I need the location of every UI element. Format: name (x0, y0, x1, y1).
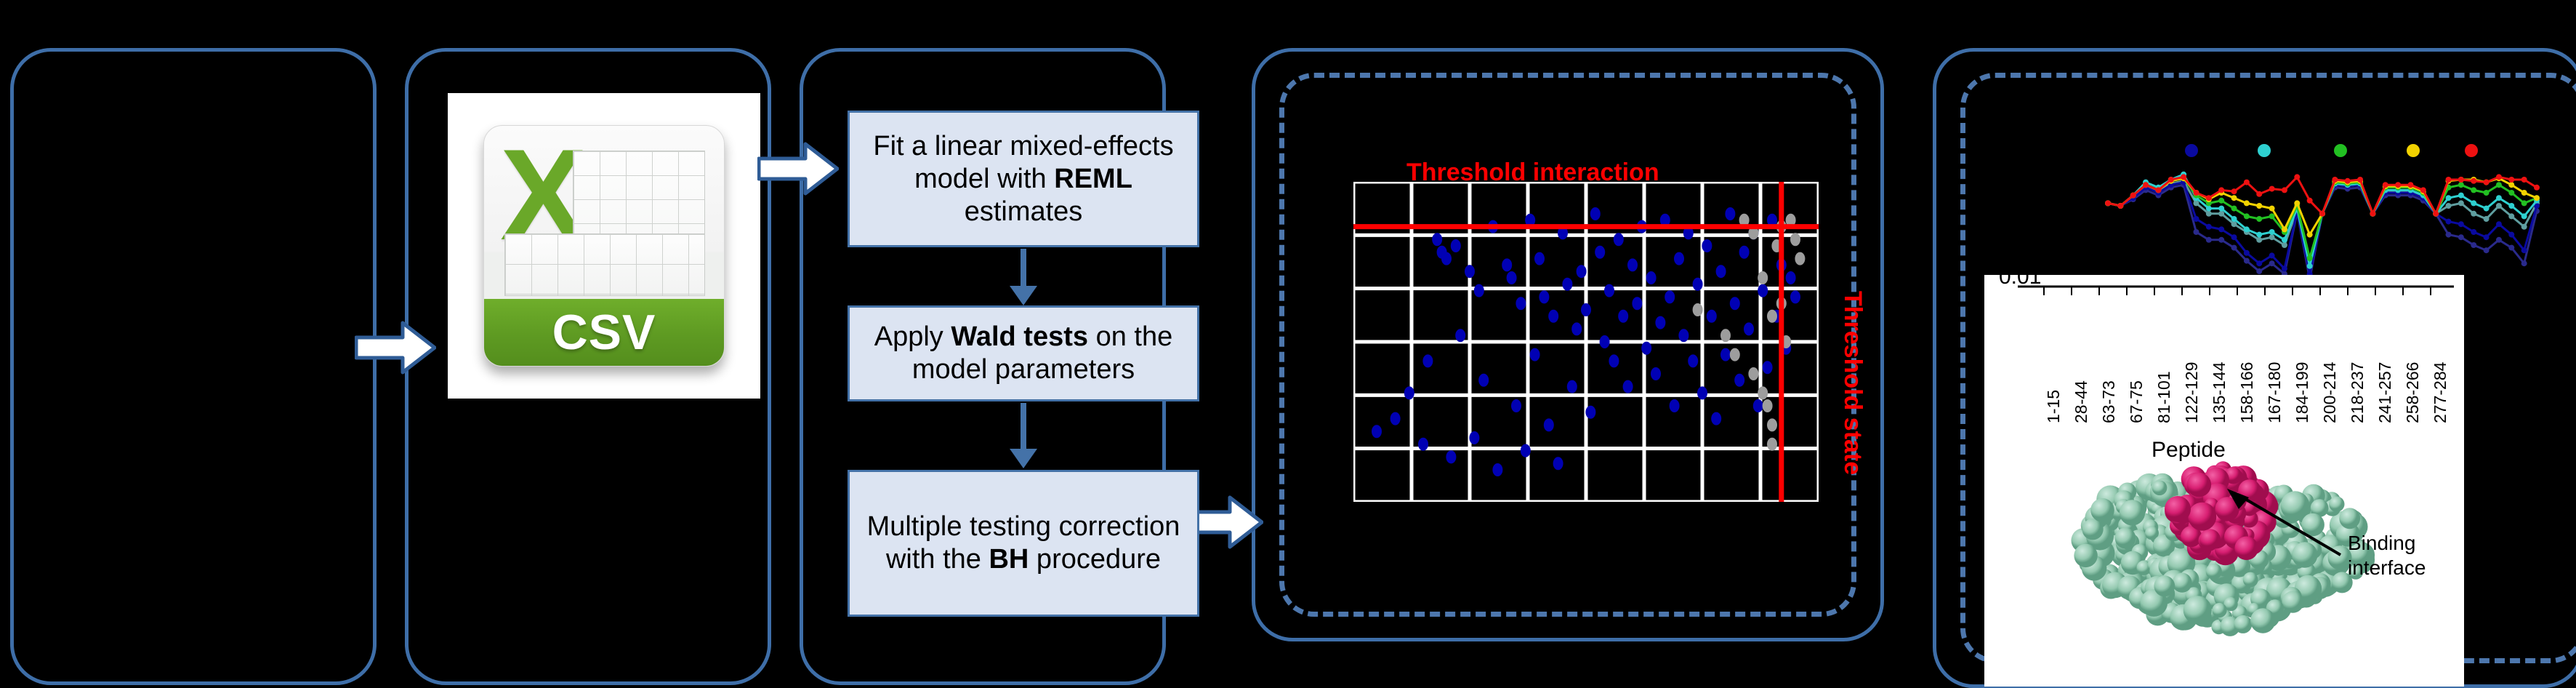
csv-badge: X CSV (483, 125, 725, 367)
results-panel (1252, 48, 1884, 641)
peptide-tick-label: 241-257 (2375, 361, 2394, 423)
peptide-tick-label: 158-166 (2237, 361, 2256, 423)
peptide-tick-label: 218-237 (2348, 361, 2367, 423)
peptide-axis-title: Peptide (2152, 438, 2226, 462)
threshold-state-label: Threshold state (1839, 291, 1867, 476)
binding-interface-line-1: Binding (2348, 532, 2416, 554)
csv-label: CSV (552, 305, 656, 360)
csv-file-icon: X CSV (448, 93, 760, 399)
csv-footer-band: CSV (484, 299, 724, 366)
peptide-axis-area: 0.01 1-15 28-44 63-73 67-75 81-101 122-129 135… (1984, 265, 2464, 687)
peptide-tick-label: 28-44 (2072, 380, 2090, 423)
spreadsheet-grid-bottom (504, 233, 705, 296)
results-panel-inner-border (1279, 73, 1856, 617)
peptide-tick-label: 277-284 (2431, 361, 2450, 423)
peptide-tick-label: 1-15 (2044, 389, 2063, 423)
arrow-csv-to-stats (757, 140, 840, 201)
peptide-tick-label: 122-129 (2182, 361, 2201, 423)
peptide-tick-label: 258-266 (2403, 361, 2422, 423)
peptide-tick-label: 135-144 (2210, 361, 2229, 423)
step-2-text: Apply Wald tests on the model parameters (874, 321, 1173, 385)
peptide-tick-label: 184-199 (2293, 361, 2311, 423)
binding-interface-line-2: interface (2348, 556, 2426, 579)
peptide-tick-label: 81-101 (2154, 371, 2173, 423)
binding-interface-arrow (2227, 489, 2342, 556)
step-box-multiple-testing[interactable]: Multiple testing correction with the BH … (848, 470, 1199, 617)
input-panel (10, 48, 377, 685)
step-3-text: Multiple testing correction with the BH … (866, 511, 1180, 575)
arrow-input-to-csv (354, 319, 437, 380)
binding-interface-label: Binding interface (2348, 531, 2426, 580)
step-1-text: Fit a linear mixed-effects model with RE… (873, 130, 1174, 227)
peptide-line-chart (2035, 142, 2544, 295)
y-axis-tick-fragment: 0.01 (1999, 265, 2042, 289)
peptide-tick-label: 63-73 (2099, 380, 2118, 423)
connector-step1-step2 (1010, 249, 1037, 305)
peptide-tick-labels: 1-15 28-44 63-73 67-75 81-101 122-129 135-144 1… (2018, 307, 2454, 452)
peptide-tick-label: 200-214 (2320, 361, 2339, 423)
step-box-fit-model[interactable]: Fit a linear mixed-effects model with RE… (848, 111, 1199, 247)
volcano-scatter-plot (1353, 182, 1819, 502)
step-box-wald-tests[interactable]: Apply Wald tests on the model parameters (848, 305, 1199, 401)
protein-structure-image (2071, 461, 2375, 636)
peptide-tick-label: 67-75 (2127, 380, 2146, 423)
connector-step2-step3 (1010, 403, 1037, 468)
peptide-tick-label: 167-180 (2265, 361, 2284, 423)
